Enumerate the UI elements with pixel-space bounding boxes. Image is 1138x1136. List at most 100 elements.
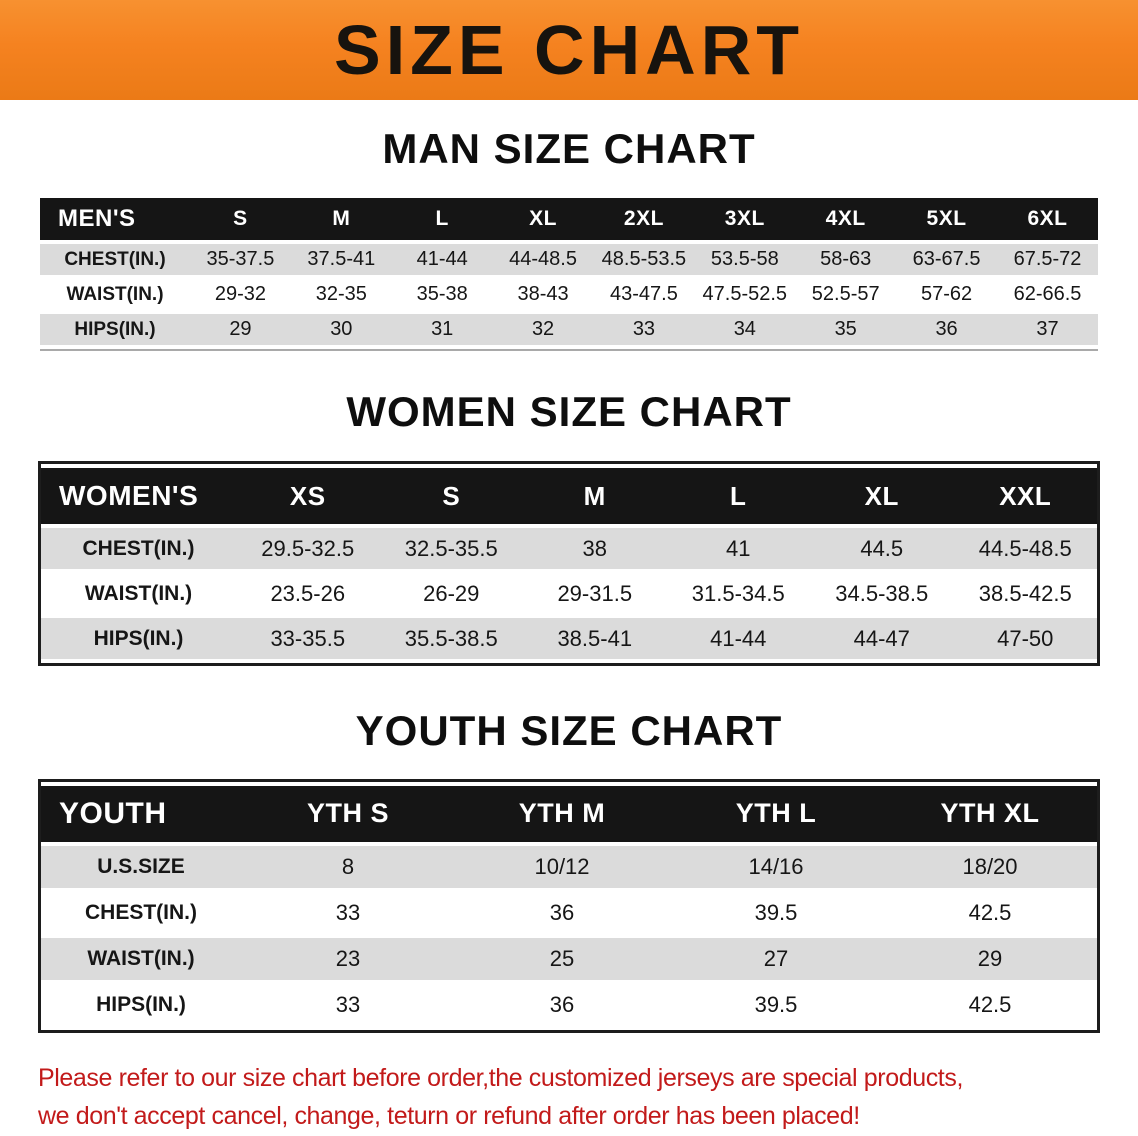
value-cell: 32 [492,314,594,346]
women-size-section: WOMEN SIZE CHART WOMEN'S XS S M L XL XXL CHEST(… [0,388,1138,667]
value-cell: 43-47.5 [593,279,695,311]
value-cell: 31 [391,314,493,346]
value-cell: 57-62 [896,279,997,311]
table-title-cell: WOMEN'S [41,468,236,525]
women-size-table: WOMEN'S XS S M L XL XXL CHEST(IN.) 29.5-32.5 32.5… [41,464,1097,663]
value-cell: 35.5-38.5 [379,618,523,660]
table-row: HIPS(IN.) 29 30 31 32 33 34 35 36 37 [40,314,1098,346]
youth-table-container: YOUTH YTH S YTH M YTH L YTH XL U.S.SIZE 8 10/12… [38,778,1100,1033]
size-header-cell: M [523,468,667,525]
value-cell: 36 [455,983,669,1026]
value-cell: 29-31.5 [523,573,667,615]
value-cell: 35-38 [391,279,493,311]
row-label-cell: CHEST(IN.) [40,244,190,276]
value-cell: 25 [455,937,669,980]
table-header-row: WOMEN'S XS S M L XL XXL [41,468,1097,525]
page-title: SIZE CHART [334,11,804,89]
row-label-cell: WAIST(IN.) [41,937,241,980]
value-cell: 42.5 [883,891,1097,934]
row-label-cell: CHEST(IN.) [41,891,241,934]
value-cell: 14/16 [669,845,883,888]
value-cell: 42.5 [883,983,1097,1026]
value-cell: 33 [241,891,455,934]
disclaimer-line-2: we don't accept cancel, change, teturn o… [38,1102,860,1131]
size-header-cell: 2XL [593,198,695,241]
value-cell: 62-66.5 [997,279,1098,311]
value-cell: 37.5-41 [290,244,392,276]
value-cell: 29-32 [190,279,291,311]
youth-size-table: YOUTH YTH S YTH M YTH L YTH XL U.S.SIZE 8 10/12… [41,782,1097,1030]
value-cell: 41 [666,528,810,570]
value-cell: 10/12 [455,845,669,888]
women-section-title: WOMEN SIZE CHART [346,388,792,436]
table-row: CHEST(IN.) 29.5-32.5 32.5-35.5 38 41 44.5 44.5… [41,528,1097,570]
row-label-cell: WAIST(IN.) [40,279,190,311]
size-header-cell: L [391,198,493,241]
size-header-cell: XS [236,468,380,525]
value-cell: 38.5-42.5 [953,573,1097,615]
value-cell: 52.5-57 [795,279,897,311]
size-header-cell: L [666,468,810,525]
size-header-cell: 5XL [896,198,997,241]
value-cell: 30 [290,314,392,346]
value-cell: 44-48.5 [492,244,594,276]
women-table-container: WOMEN'S XS S M L XL XXL CHEST(IN.) 29.5-32.5 32.5… [38,461,1100,667]
value-cell: 35-37.5 [190,244,291,276]
row-label-cell: WAIST(IN.) [41,573,236,615]
value-cell: 47-50 [953,618,1097,660]
value-cell: 37 [997,314,1098,346]
value-cell: 58-63 [795,244,897,276]
size-header-cell: YTH XL [883,785,1097,842]
banner: SIZE CHART [0,0,1138,100]
value-cell: 41-44 [666,618,810,660]
value-cell: 47.5-52.5 [694,279,796,311]
value-cell: 29.5-32.5 [236,528,380,570]
value-cell: 36 [455,891,669,934]
row-label-cell: HIPS(IN.) [40,314,190,346]
row-label-cell: CHEST(IN.) [41,528,236,570]
size-header-cell: XL [810,468,954,525]
size-header-cell: YTH L [669,785,883,842]
table-title-cell: MEN'S [40,198,190,241]
size-header-cell: 4XL [795,198,897,241]
value-cell: 44.5-48.5 [953,528,1097,570]
youth-section-title: YOUTH SIZE CHART [355,707,783,755]
table-row: CHEST(IN.) 33 36 39.5 42.5 [41,891,1097,934]
table-row: WAIST(IN.) 23 25 27 29 [41,937,1097,980]
size-header-cell: XL [492,198,594,241]
table-row: CHEST(IN.) 35-37.5 37.5-41 41-44 44-48.5 48.5… [40,244,1098,276]
value-cell: 32.5-35.5 [379,528,523,570]
youth-size-section: YOUTH SIZE CHART YOUTH YTH S YTH M YTH L YTH… [0,707,1138,1033]
table-row: U.S.SIZE 8 10/12 14/16 18/20 [41,845,1097,888]
value-cell: 27 [669,937,883,980]
men-section-title: MAN SIZE CHART [382,125,756,172]
size-header-cell: XXL [953,468,1097,525]
value-cell: 33-35.5 [236,618,380,660]
value-cell: 26-29 [379,573,523,615]
value-cell: 32-35 [290,279,392,311]
value-cell: 44.5 [810,528,954,570]
value-cell: 36 [896,314,997,346]
value-cell: 48.5-53.5 [593,244,695,276]
size-header-cell: YTH M [455,785,669,842]
value-cell: 41-44 [391,244,493,276]
size-header-cell: 6XL [997,198,1098,241]
value-cell: 8 [241,845,455,888]
value-cell: 44-47 [810,618,954,660]
value-cell: 34 [694,314,796,346]
value-cell: 18/20 [883,845,1097,888]
value-cell: 35 [795,314,897,346]
men-size-table: MEN'S S M L XL 2XL 3XL 4XL 5XL 6XL CHEST(IN.) 35-37… [40,194,1098,349]
value-cell: 38 [523,528,667,570]
table-header-row: YOUTH YTH S YTH M YTH L YTH XL [41,785,1097,842]
size-header-cell: S [190,198,291,241]
disclaimer-line-1: Please refer to our size chart before or… [38,1063,963,1092]
table-header-row: MEN'S S M L XL 2XL 3XL 4XL 5XL 6XL [40,198,1098,241]
value-cell: 29 [190,314,291,346]
men-size-section: MAN SIZE CHART MEN'S S M L XL 2XL 3XL 4XL 5XL 6XL… [0,125,1138,352]
size-header-cell: YTH S [241,785,455,842]
value-cell: 38.5-41 [523,618,667,660]
value-cell: 39.5 [669,983,883,1026]
value-cell: 29 [883,937,1097,980]
